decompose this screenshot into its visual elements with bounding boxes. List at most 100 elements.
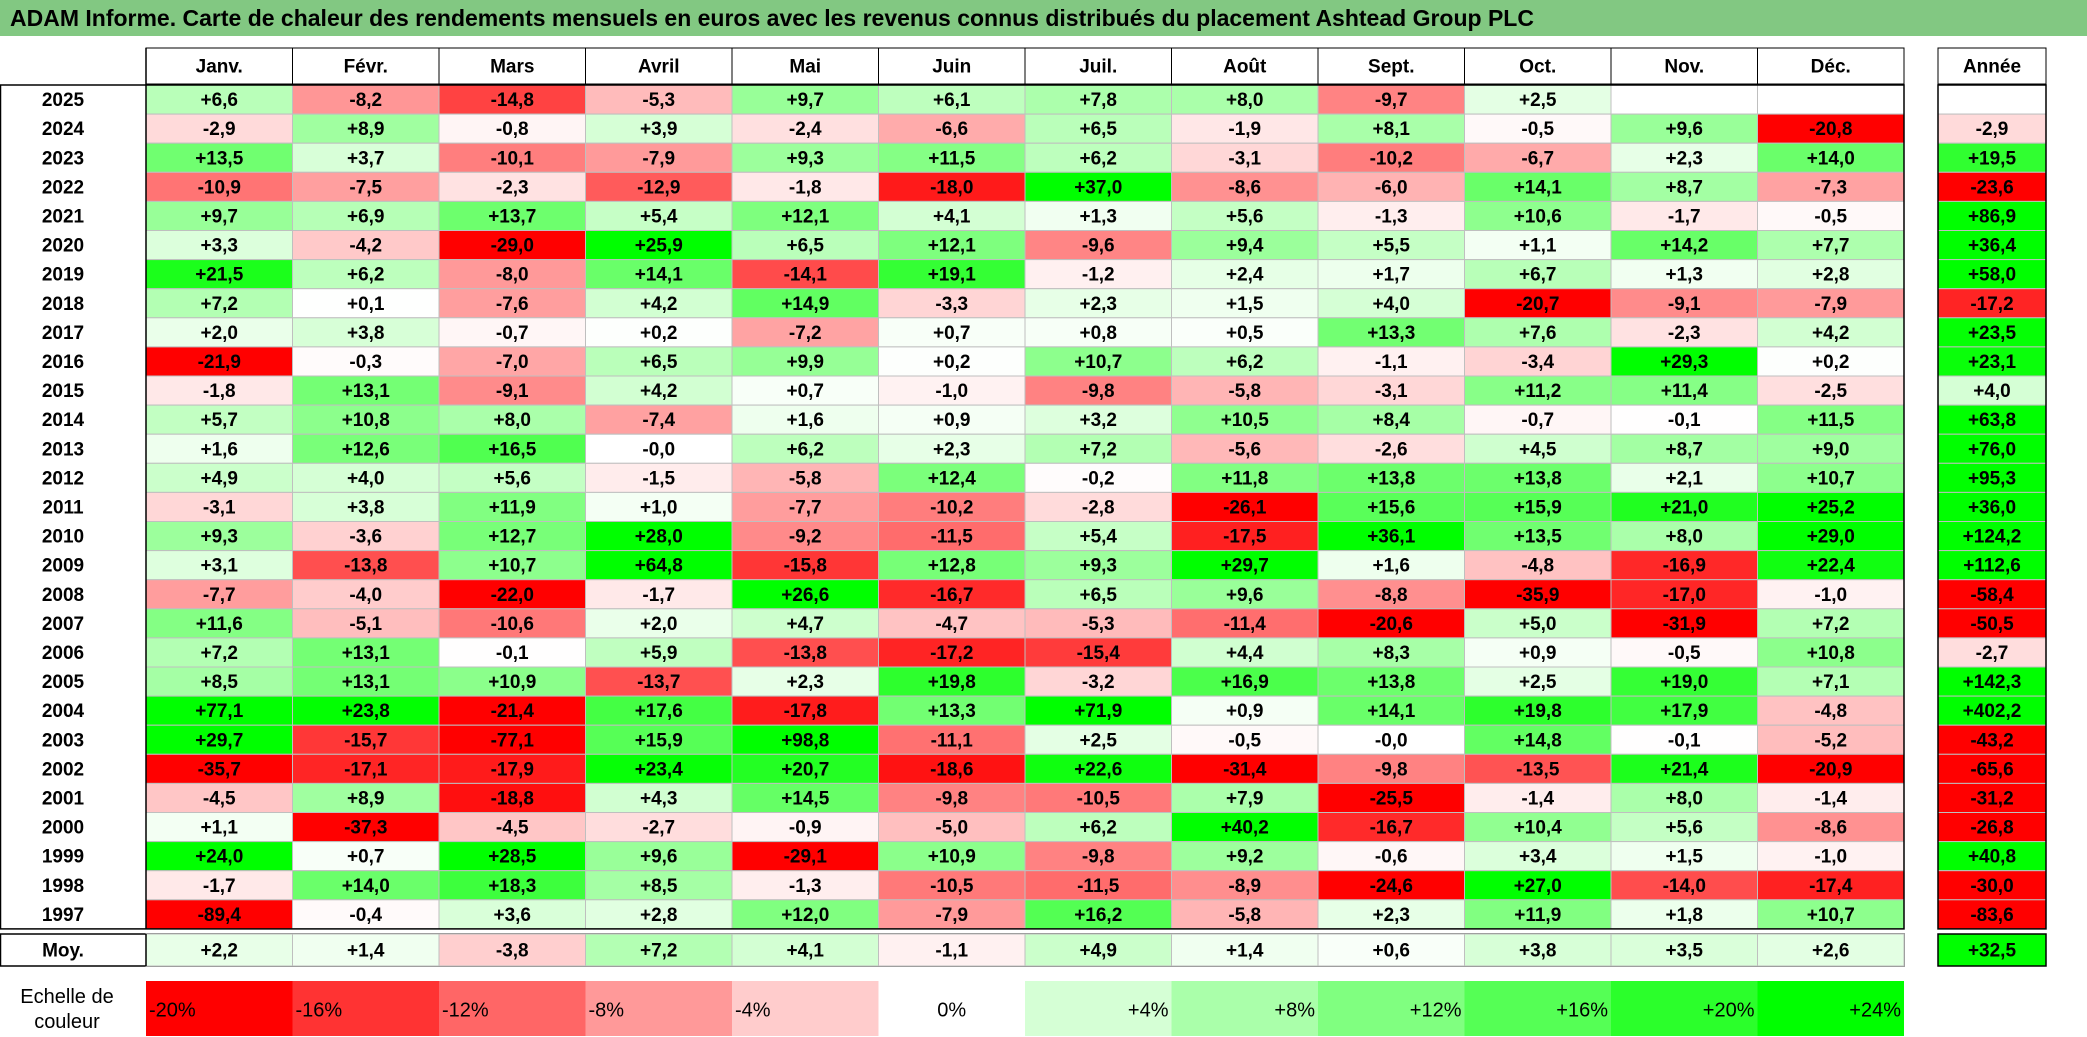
heatmap-cell [878,841,1026,872]
heatmap-cell-value: +2,5 [1519,90,1557,111]
heatmap-cell-value: +9,3 [1079,556,1117,577]
month-header-cell [585,47,733,85]
heatmap-cell-value: +16,5 [488,439,537,460]
heatmap-cell-value: +8,7 [1665,177,1703,198]
heatmap-cell [292,899,440,930]
heatmap-cell [731,637,879,668]
heatmap-cell-value: +12,0 [781,905,829,926]
year-label: 2021 [42,206,85,227]
heatmap-cell-value: +7,2 [200,294,238,315]
annual-cell [1937,230,2047,261]
heatmap-cell-value: -16,7 [1370,818,1413,839]
heatmap-cell-value: +71,9 [1074,701,1122,722]
heatmap-cell-value: -1,0 [1814,847,1847,868]
heatmap-cell-value: -6,0 [1375,177,1408,198]
heatmap-cell [1317,579,1465,610]
heatmap-cell-value: -16,7 [930,585,973,606]
average-annual-cell [1937,933,2047,967]
average-cell-value: +4,9 [1079,941,1117,962]
heatmap-cell [585,724,733,755]
heatmap-cell-value: +14,9 [781,294,829,315]
annual-cell-value: -43,2 [1970,730,2013,751]
heatmap-cell [1317,812,1465,843]
heatmap-cell-value: -18,0 [930,177,973,198]
heatmap-cell-value: -4,0 [349,585,382,606]
heatmap-cell-value: -13,7 [637,672,680,693]
heatmap-cell [1757,666,1905,697]
heatmap-cell-value: -3,1 [1375,381,1408,402]
heatmap-cell [1464,84,1612,115]
heatmap-cell [1464,841,1612,872]
scale-label: Echelle de [20,986,113,1008]
heatmap-cell [292,637,440,668]
heatmap-cell-value: +7,1 [1812,672,1850,693]
heatmap-cell-value: -1,8 [203,381,236,402]
heatmap-cell [731,521,879,552]
heatmap-cell-value: -7,4 [642,410,675,431]
annual-header-cell [1937,47,2047,85]
heatmap-cell-value: +11,8 [1221,468,1268,489]
heatmap-cell [1317,113,1465,144]
heatmap-cell-value: -5,3 [642,90,675,111]
annual-cell-value: +124,2 [1963,527,2022,548]
heatmap-cell-value: +5,5 [1372,236,1410,257]
heatmap-cell-value: +7,2 [1079,439,1117,460]
heatmap-cell [1464,550,1612,581]
year-label: 1999 [42,847,84,868]
scale-label: couleur [34,1011,100,1033]
heatmap-cell [731,782,879,814]
scale-swatch-label: -16% [296,1000,343,1022]
heatmap-cell [1757,782,1905,814]
heatmap-cell-value: +7,8 [1079,90,1117,111]
heatmap-cell [1024,782,1172,814]
heatmap-cell-value: -4,5 [496,818,529,839]
heatmap-cell-value: -8,2 [349,90,382,111]
heatmap-cell-value: +98,8 [781,730,829,751]
heatmap-cell-value: -0,7 [496,323,529,344]
scale-swatch [1757,981,1904,1036]
heatmap-cell [1171,666,1319,697]
heatmap-cell-value: -11,5 [1077,876,1120,897]
heatmap-cell [1464,870,1612,901]
heatmap-cell-value: +12,8 [928,556,976,577]
heatmap-cell [1464,317,1612,348]
heatmap-cell [878,346,1026,377]
heatmap-cell-value: -89,4 [198,905,242,926]
heatmap-cell [585,550,733,581]
heatmap-cell [145,84,293,115]
heatmap-cell [1610,346,1758,377]
heatmap-cell-value: +1,6 [786,410,824,431]
heatmap-cell [1464,113,1612,144]
average-cell [145,933,293,967]
heatmap-cell-value: -1,7 [203,876,236,897]
heatmap-cell-value: +6,1 [933,90,971,111]
heatmap-cell-value: +6,5 [640,352,678,373]
heatmap-cell-value: -1,3 [1375,206,1408,227]
heatmap-cell-value: +6,5 [786,236,824,257]
heatmap-cell [585,782,733,814]
heatmap-cell-value: +21,4 [1660,759,1709,780]
month-header-label: Oct. [1519,57,1556,78]
heatmap-cell [585,666,733,697]
heatmap-cell-value: +6,9 [347,206,385,227]
heatmap-cell [1317,521,1465,552]
heatmap-cell-value: +1,1 [200,818,238,839]
heatmap-cell-value: -0,3 [349,352,382,373]
scale-swatch-label: +16% [1556,1000,1608,1022]
heatmap-cell [731,753,879,784]
scale-swatch-label: +12% [1410,1000,1462,1022]
annual-cell-value: +36,0 [1968,497,2016,518]
heatmap-cell-value: -2,3 [1668,323,1701,344]
heatmap-cell [1171,637,1319,668]
year-label: 2005 [42,672,85,693]
heatmap-cell [878,142,1026,173]
heatmap-cell [292,404,440,435]
heatmap-cell-value: +10,9 [928,847,976,868]
heatmap-cell [438,462,586,493]
heatmap-cell-value: -17,4 [1809,876,1853,897]
heatmap-cell-value: +1,6 [200,439,238,460]
heatmap-cell-value: -5,8 [1228,905,1261,926]
heatmap-cell [1757,637,1905,668]
annual-cell [1937,841,2047,872]
heatmap-cell [1757,171,1905,202]
